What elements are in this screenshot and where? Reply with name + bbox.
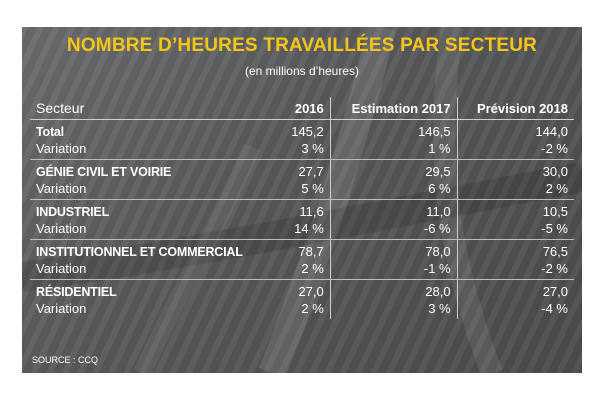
value-cell: 30,0 xyxy=(456,159,574,180)
table-row-institutionnel-variation: Variation 2 % -1 % -2 % xyxy=(30,260,574,280)
variation-cell: -2 % xyxy=(456,260,574,280)
table-row-genie-civil: GÉNIE CIVIL ET VOIRIE 27,7 29,5 30,0 xyxy=(30,159,574,180)
variation-cell: -6 % xyxy=(329,220,458,240)
sector-label: Total xyxy=(36,124,64,139)
sector-label: INDUSTRIEL xyxy=(36,204,110,219)
chart-subtitle: (en millions d’heures) xyxy=(244,64,360,78)
variation-cell: 14 % xyxy=(248,220,331,240)
value-cell: 146,5 xyxy=(329,119,458,140)
table-row-total: Total 145,2 146,5 144,0 xyxy=(30,119,574,140)
sector-label: RÉSIDENTIEL xyxy=(36,284,117,299)
variation-cell: -4 % xyxy=(456,300,574,319)
variation-cell: -5 % xyxy=(456,220,574,240)
value-cell: 144,0 xyxy=(456,119,574,140)
table-row-industriel-variation: Variation 14 % -6 % -5 % xyxy=(30,220,574,240)
sector-label: GÉNIE CIVIL ET VOIRIE xyxy=(36,164,172,179)
variation-label: Variation xyxy=(36,301,87,316)
variation-cell: 2 % xyxy=(248,260,331,280)
variation-label: Variation xyxy=(30,220,249,240)
variation-cell: -1 % xyxy=(329,260,458,280)
chart-title: NOMBRE D’HEURES TRAVAILLÉES PAR SECTEUR xyxy=(66,35,538,56)
photo-credit: MOCAPHOTO xyxy=(588,333,598,394)
variation-cell: 5 % xyxy=(248,180,331,200)
variation-label: Variation xyxy=(30,260,249,280)
variation-cell: 1 % xyxy=(329,140,458,160)
column-header-2016: 2016 xyxy=(248,97,331,120)
value-cell: 10,5 xyxy=(456,199,574,220)
value-cell: 27,0 xyxy=(456,279,574,300)
variation-cell: 3 % xyxy=(329,300,458,319)
column-header-2018: Prévision 2018 xyxy=(456,97,574,120)
table-row-industriel: INDUSTRIEL 11,6 11,0 10,5 xyxy=(30,199,574,220)
variation-label: Variation xyxy=(30,140,249,160)
column-header-2017: Estimation 2017 xyxy=(329,97,458,120)
variation-cell: 2 % xyxy=(456,180,574,200)
table-header-row: Secteur 2016 Estimation 2017 Prévision 2… xyxy=(30,97,574,120)
variation-label: Variation xyxy=(30,180,249,200)
value-cell: 78,0 xyxy=(329,239,458,260)
variation-cell: -2 % xyxy=(456,140,574,160)
table-row-genie-civil-variation: Variation 5 % 6 % 2 % xyxy=(30,180,574,200)
hours-table: Secteur 2016 Estimation 2017 Prévision 2… xyxy=(30,97,574,319)
variation-cell: 3 % xyxy=(248,140,331,160)
column-header-sector: Secteur xyxy=(30,97,249,120)
table-row-residentiel-variation: Variation 2 % 3 % -4 % xyxy=(30,300,574,319)
value-cell: 27,7 xyxy=(298,164,324,179)
source-note: SOURCE : CCQ xyxy=(32,355,99,365)
table-row-total-variation: Variation 3 % 1 % -2 % xyxy=(30,140,574,160)
value-cell: 78,7 xyxy=(298,244,324,259)
value-cell: 28,0 xyxy=(329,279,458,300)
value-cell: 11,0 xyxy=(329,199,458,220)
table-row-residentiel: RÉSIDENTIEL 27,0 28,0 27,0 xyxy=(30,279,574,300)
value-cell: 27,0 xyxy=(298,284,324,299)
variation-cell: 2 % xyxy=(301,301,324,316)
value-cell: 76,5 xyxy=(456,239,574,260)
sector-label: INSTITUTIONNEL ET COMMERCIAL xyxy=(36,244,243,259)
table-row-institutionnel: INSTITUTIONNEL ET COMMERCIAL 78,7 78,0 7… xyxy=(30,239,574,260)
infographic-panel: NOMBRE D’HEURES TRAVAILLÉES PAR SECTEUR … xyxy=(22,27,582,373)
value-cell: 11,6 xyxy=(299,204,324,219)
value-cell: 145,2 xyxy=(291,124,324,139)
variation-cell: 6 % xyxy=(329,180,458,200)
value-cell: 29,5 xyxy=(329,159,458,180)
